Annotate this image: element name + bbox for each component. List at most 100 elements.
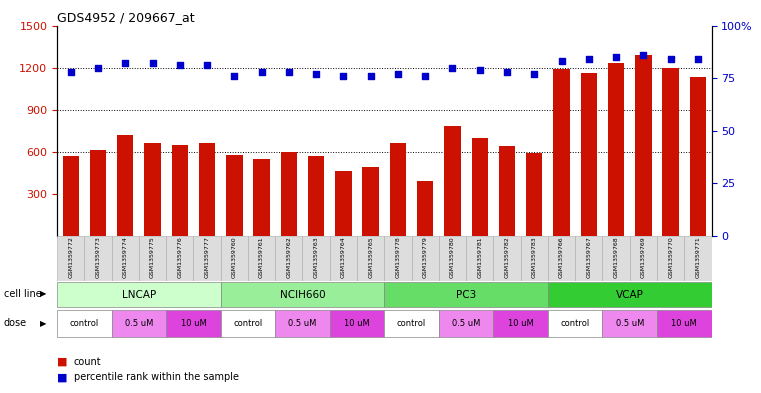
Point xyxy=(92,64,104,71)
FancyBboxPatch shape xyxy=(384,236,412,281)
FancyBboxPatch shape xyxy=(439,310,493,336)
Text: control: control xyxy=(234,319,263,328)
FancyBboxPatch shape xyxy=(221,282,384,307)
Text: GSM1359777: GSM1359777 xyxy=(205,237,209,278)
Bar xyxy=(608,63,624,236)
FancyBboxPatch shape xyxy=(548,236,575,281)
FancyBboxPatch shape xyxy=(330,236,357,281)
Text: GSM1359781: GSM1359781 xyxy=(477,237,482,278)
Text: GSM1359780: GSM1359780 xyxy=(450,237,455,278)
Text: 0.5 uM: 0.5 uM xyxy=(616,319,644,328)
FancyBboxPatch shape xyxy=(657,310,712,336)
FancyBboxPatch shape xyxy=(166,236,193,281)
FancyBboxPatch shape xyxy=(575,236,603,281)
Text: PC3: PC3 xyxy=(456,290,476,300)
Text: 0.5 uM: 0.5 uM xyxy=(452,319,480,328)
Bar xyxy=(253,160,269,236)
Point xyxy=(337,73,349,79)
Bar xyxy=(62,156,79,236)
Point xyxy=(228,73,240,79)
Bar xyxy=(281,152,297,236)
Bar xyxy=(526,153,543,236)
FancyBboxPatch shape xyxy=(466,236,493,281)
Bar xyxy=(662,68,679,236)
FancyBboxPatch shape xyxy=(330,310,384,336)
FancyBboxPatch shape xyxy=(630,236,657,281)
Text: 10 uM: 10 uM xyxy=(344,319,370,328)
Text: GSM1359783: GSM1359783 xyxy=(532,237,537,278)
Point xyxy=(283,69,295,75)
FancyBboxPatch shape xyxy=(84,236,112,281)
Text: GSM1359772: GSM1359772 xyxy=(68,237,73,278)
Point xyxy=(201,62,213,69)
Point xyxy=(310,71,322,77)
Text: GSM1359778: GSM1359778 xyxy=(396,237,400,278)
Text: GSM1359762: GSM1359762 xyxy=(286,237,291,278)
FancyBboxPatch shape xyxy=(603,236,630,281)
FancyBboxPatch shape xyxy=(412,236,439,281)
Text: cell line: cell line xyxy=(4,289,42,299)
FancyBboxPatch shape xyxy=(57,282,221,307)
Point xyxy=(556,58,568,64)
Text: GSM1359760: GSM1359760 xyxy=(232,237,237,278)
Bar xyxy=(499,146,515,236)
Text: GSM1359768: GSM1359768 xyxy=(613,237,619,278)
Text: GSM1359765: GSM1359765 xyxy=(368,237,373,278)
FancyBboxPatch shape xyxy=(384,282,548,307)
FancyBboxPatch shape xyxy=(384,310,439,336)
Text: GSM1359764: GSM1359764 xyxy=(341,237,346,278)
Text: ■: ■ xyxy=(57,372,68,382)
Bar xyxy=(390,143,406,236)
Point xyxy=(583,56,595,62)
FancyBboxPatch shape xyxy=(139,236,166,281)
FancyBboxPatch shape xyxy=(493,310,548,336)
Text: GSM1359774: GSM1359774 xyxy=(123,237,128,278)
Bar xyxy=(199,143,215,236)
Point xyxy=(65,69,77,75)
FancyBboxPatch shape xyxy=(221,236,248,281)
Point xyxy=(692,56,704,62)
FancyBboxPatch shape xyxy=(166,310,221,336)
Bar xyxy=(362,167,379,236)
Text: dose: dose xyxy=(4,318,27,328)
Text: GSM1359770: GSM1359770 xyxy=(668,237,673,278)
FancyBboxPatch shape xyxy=(275,310,330,336)
Text: 0.5 uM: 0.5 uM xyxy=(125,319,153,328)
Text: ▶: ▶ xyxy=(40,319,46,327)
Text: GSM1359763: GSM1359763 xyxy=(314,237,319,278)
Bar xyxy=(444,127,460,236)
Text: count: count xyxy=(74,356,101,367)
Point xyxy=(365,73,377,79)
Text: GSM1359779: GSM1359779 xyxy=(422,237,428,278)
Text: GSM1359775: GSM1359775 xyxy=(150,237,155,278)
Point xyxy=(447,64,459,71)
Text: LNCAP: LNCAP xyxy=(122,290,156,300)
FancyBboxPatch shape xyxy=(603,310,657,336)
Point xyxy=(637,52,649,58)
FancyBboxPatch shape xyxy=(521,236,548,281)
Bar xyxy=(635,55,651,236)
Point xyxy=(528,71,540,77)
Point xyxy=(419,73,431,79)
FancyBboxPatch shape xyxy=(112,236,139,281)
Text: GSM1359769: GSM1359769 xyxy=(641,237,646,278)
Text: GSM1359767: GSM1359767 xyxy=(586,237,591,278)
FancyBboxPatch shape xyxy=(193,236,221,281)
Text: GSM1359766: GSM1359766 xyxy=(559,237,564,278)
FancyBboxPatch shape xyxy=(357,236,384,281)
Text: control: control xyxy=(561,319,590,328)
Point xyxy=(146,60,158,66)
FancyBboxPatch shape xyxy=(684,236,712,281)
Bar xyxy=(417,181,434,236)
FancyBboxPatch shape xyxy=(303,236,330,281)
Bar xyxy=(172,145,188,236)
Text: GSM1359773: GSM1359773 xyxy=(95,237,100,278)
FancyBboxPatch shape xyxy=(57,236,84,281)
Text: GDS4952 / 209667_at: GDS4952 / 209667_at xyxy=(57,11,195,24)
Point xyxy=(256,69,268,75)
Bar xyxy=(472,138,488,236)
Point xyxy=(664,56,677,62)
Point xyxy=(473,66,486,73)
Point xyxy=(501,69,513,75)
Text: control: control xyxy=(70,319,99,328)
